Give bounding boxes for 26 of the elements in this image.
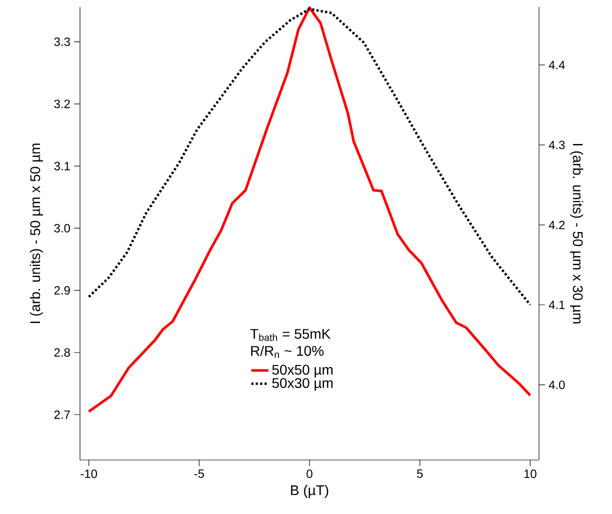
y-tick-label: 2.8	[54, 348, 70, 357]
y-axis-title: I (arb. units) - 50 µm x 50 µm	[30, 144, 43, 324]
x-tick-label: 0	[306, 470, 312, 478]
y-tick-label: 3.1	[54, 162, 70, 170]
x-tick-label: -10	[80, 470, 98, 478]
y2-tick-label: 4.4	[548, 60, 565, 70]
y2-axis-title: I (arb. units) - 50 µm x 30 µm	[570, 144, 584, 324]
y-tick-label: 3.2	[54, 100, 70, 108]
legend-label: 50x50 µm	[272, 364, 333, 378]
x-tick-label: -5	[194, 470, 204, 478]
y-tick-label: 3.0	[54, 224, 70, 232]
y2-tick-label: 4.1	[548, 300, 565, 309]
y2-tick-label: 4.0	[548, 380, 565, 390]
y2-tick-label: 4.3	[548, 140, 565, 150]
y-tick-label: 3.3	[54, 38, 70, 46]
line-series	[88, 8, 532, 306]
legend-label: 50x30 µm	[272, 378, 333, 391]
x-tick-label: 5	[416, 470, 423, 478]
x-tick-label: 10	[524, 470, 536, 478]
y2-tick-label: 4.2	[548, 220, 565, 230]
annotation: T$_{bath}$ = 55mK	[250, 329, 331, 341]
x-axis-title: B (µT)	[291, 484, 328, 498]
annotation: R/R$_{n}$ ~ 10%	[251, 346, 324, 358]
y-tick-label: 2.9	[54, 286, 70, 295]
line-series	[88, 6, 532, 413]
y-tick-label: 2.7	[54, 410, 70, 419]
